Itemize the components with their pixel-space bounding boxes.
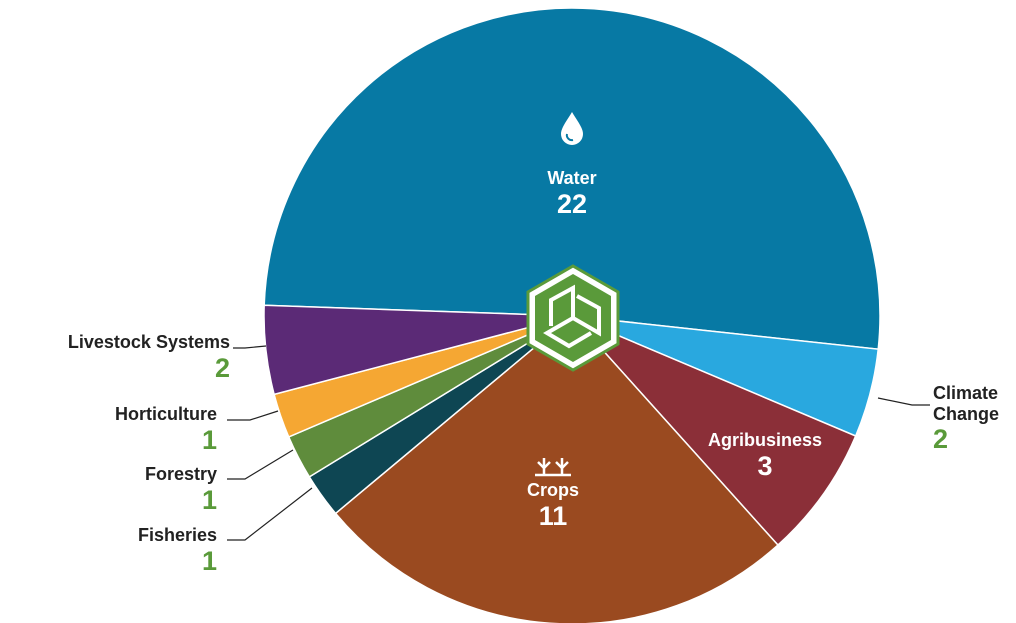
pie-slice <box>571 315 857 547</box>
slice-label: Forestry 1 <box>145 464 217 516</box>
pie-slice <box>263 7 881 351</box>
slice-label: Climate Change 2 <box>933 383 1016 455</box>
pie-slice <box>263 304 573 396</box>
crops-icon <box>535 458 571 477</box>
pie-slice <box>334 314 779 623</box>
value-label: 2 <box>933 424 949 455</box>
value-label: 3 <box>757 450 773 481</box>
slice-label: Fisheries 1 <box>138 525 217 577</box>
leader-line <box>233 345 267 349</box>
value-label: 2 <box>214 352 230 383</box>
leader-line <box>227 410 279 421</box>
water-icon <box>561 112 583 145</box>
category-label: Horticulture <box>114 404 217 424</box>
leader-line <box>877 397 930 406</box>
leader-line <box>227 487 313 541</box>
category-label: Water <box>547 168 597 188</box>
category-label: Agribusiness <box>707 430 823 450</box>
value-label: 1 <box>201 545 217 576</box>
value-label: 11 <box>538 500 568 531</box>
slice-label: Crops 11 <box>527 480 579 532</box>
category-label: Fisheries <box>137 525 217 545</box>
slice-label: Livestock Systems 2 <box>68 332 230 384</box>
value-label: 1 <box>201 424 217 455</box>
slice-label: Agribusiness 3 <box>708 430 822 482</box>
value-label: 1 <box>201 484 217 515</box>
category-label: Climate Change <box>933 383 1000 424</box>
slice-label: Horticulture 1 <box>115 404 217 456</box>
category-label: Livestock Systems <box>67 332 230 352</box>
slice-label: Water 22 <box>547 168 596 220</box>
center-logo <box>526 264 620 372</box>
category-label: Forestry <box>144 464 217 484</box>
value-label: 22 <box>556 188 588 219</box>
leader-line <box>227 449 294 480</box>
category-label: Crops <box>526 480 580 500</box>
